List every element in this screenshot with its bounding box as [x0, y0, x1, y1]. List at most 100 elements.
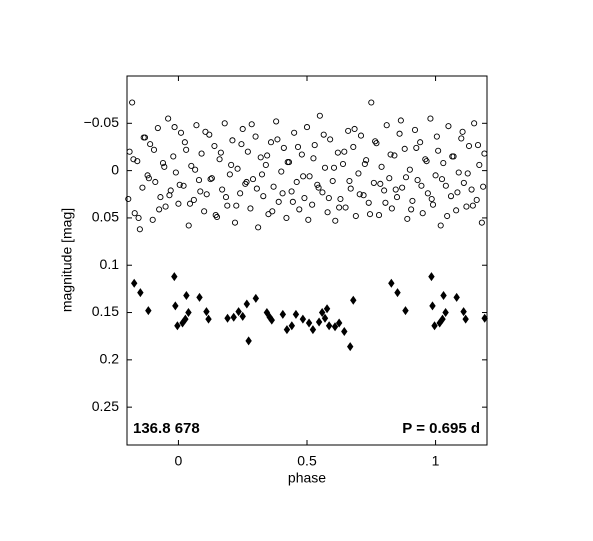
point: [139, 184, 146, 191]
point: [176, 181, 183, 188]
point: [388, 278, 395, 288]
point: [152, 178, 159, 186]
y-tick-label: 0.05: [92, 209, 119, 225]
point: [217, 149, 224, 156]
point: [157, 194, 164, 201]
point: [156, 206, 163, 213]
point: [299, 314, 307, 324]
point: [327, 136, 334, 143]
point: [244, 148, 251, 155]
point: [234, 165, 241, 172]
point: [279, 190, 286, 197]
point: [324, 209, 331, 216]
point: [278, 168, 285, 175]
point: [409, 197, 416, 204]
point: [257, 154, 264, 161]
point: [224, 202, 231, 209]
point: [125, 195, 132, 203]
point: [305, 318, 313, 328]
point: [463, 203, 470, 210]
point: [294, 143, 302, 151]
point: [402, 306, 409, 316]
point: [145, 306, 152, 316]
point: [383, 122, 390, 129]
point: [438, 176, 446, 183]
point: [316, 112, 323, 119]
point: [337, 195, 344, 203]
point: [205, 314, 212, 324]
point: [427, 115, 434, 122]
point: [332, 217, 339, 224]
point: [309, 201, 316, 208]
point: [280, 144, 287, 151]
y-tick-label: 0: [111, 161, 119, 177]
point: [342, 204, 349, 211]
point: [296, 206, 303, 213]
point: [417, 139, 424, 146]
point: [366, 211, 374, 218]
point: [293, 178, 300, 186]
point: [460, 179, 467, 186]
point: [471, 120, 478, 127]
annotation: 136.8 678: [133, 420, 200, 437]
point: [341, 326, 348, 336]
point: [273, 118, 280, 125]
x-tick-label: 0: [175, 453, 183, 469]
point: [208, 175, 215, 182]
point: [170, 153, 177, 160]
point: [289, 198, 296, 205]
point: [252, 133, 259, 140]
point: [381, 187, 388, 194]
point: [230, 312, 237, 322]
point: [360, 192, 367, 199]
point: [181, 139, 188, 146]
point: [196, 292, 203, 302]
point: [440, 291, 447, 301]
point: [185, 308, 192, 318]
point: [203, 307, 210, 317]
point: [382, 199, 389, 206]
point: [406, 166, 413, 173]
point: [429, 301, 436, 311]
point: [198, 150, 205, 157]
point: [190, 196, 197, 203]
point: [453, 292, 460, 302]
point: [481, 150, 488, 157]
point: [172, 169, 179, 176]
point: [321, 313, 329, 323]
point: [238, 141, 245, 148]
point: [394, 288, 401, 298]
point: [222, 194, 230, 201]
point: [439, 314, 446, 324]
point: [440, 159, 447, 167]
point: [165, 115, 172, 122]
point: [318, 308, 326, 318]
point: [331, 322, 339, 332]
point: [300, 173, 307, 180]
annotation: P = 0.695 d: [402, 420, 480, 437]
point: [391, 152, 398, 159]
point: [226, 171, 233, 178]
point: [347, 342, 354, 352]
point: [330, 164, 338, 171]
point: [469, 202, 476, 209]
point: [432, 172, 439, 179]
point: [185, 222, 192, 229]
y-axis-label: magnitude [mag]: [59, 208, 75, 312]
point: [211, 142, 218, 150]
point: [260, 193, 267, 200]
point: [323, 304, 331, 314]
point: [419, 210, 426, 217]
point: [346, 177, 353, 185]
point: [397, 117, 404, 124]
point: [126, 148, 133, 155]
point: [131, 210, 138, 217]
point: [243, 178, 250, 186]
point: [166, 192, 173, 199]
point: [258, 171, 266, 178]
point: [136, 226, 143, 233]
point: [269, 208, 276, 215]
point: [352, 212, 359, 220]
point: [392, 186, 399, 193]
point: [347, 185, 354, 192]
